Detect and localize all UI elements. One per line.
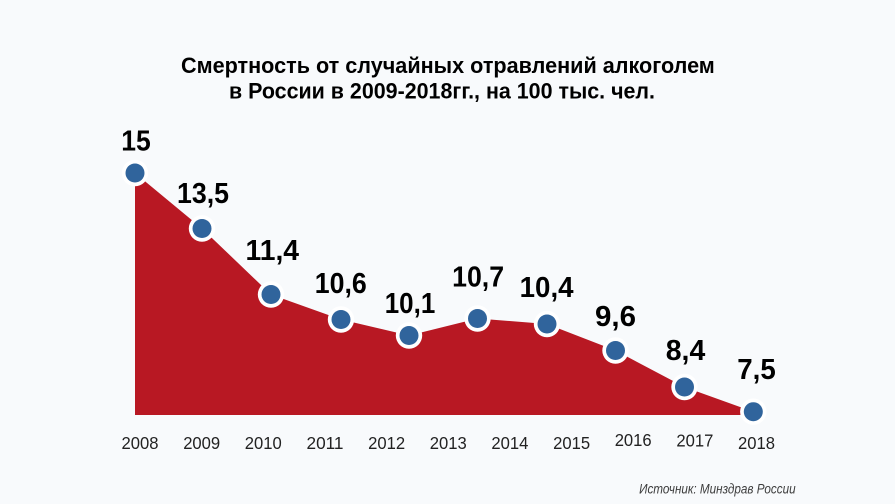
svg-text:в России в 2009-2018гг., на 10: в России в 2009-2018гг., на 100 тыс. чел… bbox=[229, 79, 655, 104]
svg-text:Смертность от случайных отравл: Смертность от случайных отравлений алког… bbox=[181, 53, 715, 78]
svg-text:7,5: 7,5 bbox=[737, 354, 776, 386]
svg-text:2010: 2010 bbox=[245, 433, 282, 453]
svg-text:2012: 2012 bbox=[368, 433, 405, 453]
svg-text:2014: 2014 bbox=[491, 433, 528, 453]
svg-text:2015: 2015 bbox=[553, 433, 590, 453]
svg-text:Источник: Минздрав России: Источник: Минздрав России bbox=[639, 482, 796, 498]
svg-text:9,6: 9,6 bbox=[595, 301, 636, 333]
svg-text:2016: 2016 bbox=[615, 430, 652, 450]
svg-text:2011: 2011 bbox=[307, 433, 344, 453]
svg-text:11,4: 11,4 bbox=[246, 235, 300, 267]
svg-text:2017: 2017 bbox=[676, 431, 713, 451]
svg-text:15: 15 bbox=[121, 126, 151, 158]
svg-text:2013: 2013 bbox=[430, 433, 467, 453]
svg-text:2008: 2008 bbox=[122, 433, 159, 453]
svg-text:13,5: 13,5 bbox=[177, 178, 229, 210]
svg-text:8,4: 8,4 bbox=[666, 335, 706, 367]
svg-text:10,1: 10,1 bbox=[385, 288, 436, 320]
svg-text:10,4: 10,4 bbox=[520, 272, 574, 304]
svg-text:10,6: 10,6 bbox=[315, 268, 367, 300]
svg-text:2009: 2009 bbox=[183, 433, 220, 453]
svg-text:10,7: 10,7 bbox=[452, 262, 504, 294]
svg-text:2018: 2018 bbox=[738, 433, 775, 453]
